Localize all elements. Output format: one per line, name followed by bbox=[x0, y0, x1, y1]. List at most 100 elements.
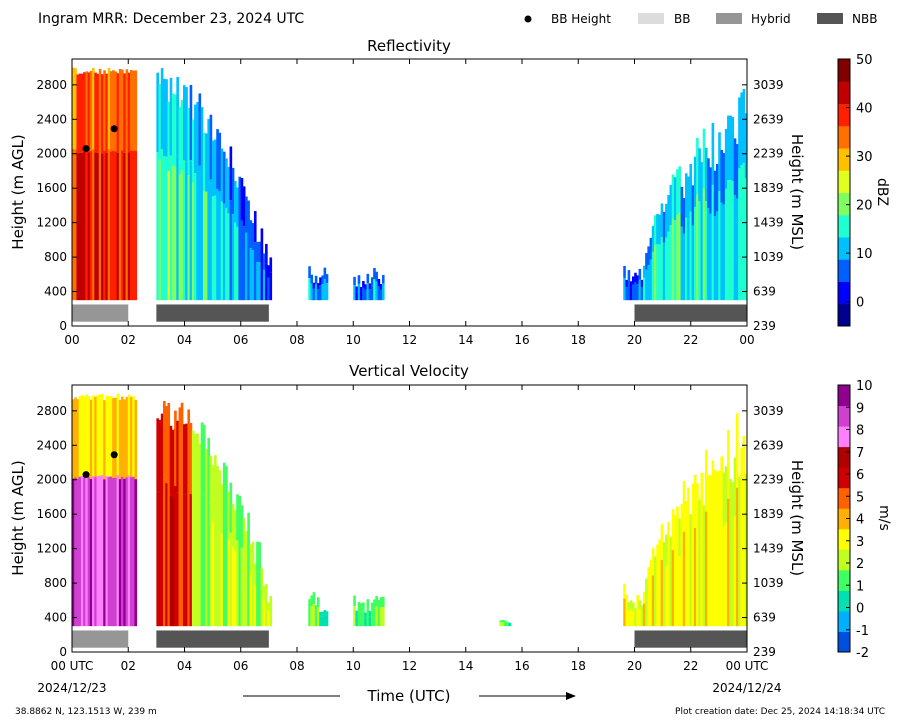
echo-cell bbox=[381, 283, 385, 301]
echo-cell bbox=[357, 602, 361, 611]
echo-cell bbox=[198, 443, 202, 508]
echo-cell bbox=[696, 137, 699, 195]
velocity-echo-period bbox=[353, 595, 385, 627]
echo-cell bbox=[735, 487, 739, 627]
x-tick-label: 00 UTC bbox=[726, 659, 769, 673]
echo-cell bbox=[689, 164, 693, 212]
echo-cell bbox=[312, 592, 316, 605]
echo-cell bbox=[724, 128, 728, 189]
echo-cell bbox=[123, 399, 126, 479]
x-tick-label: 16 bbox=[514, 659, 529, 673]
echo-cell bbox=[258, 262, 261, 301]
reflectivity-colorbar: 0 10 20 30 40 50 bbox=[837, 53, 873, 327]
echo-cell bbox=[696, 483, 699, 534]
echo-cell bbox=[678, 166, 681, 214]
echo-cell bbox=[160, 488, 164, 627]
echo-cell bbox=[373, 268, 376, 280]
echo-cell bbox=[680, 503, 684, 547]
echo-cell bbox=[249, 544, 253, 574]
colorbar-tick-label: 50 bbox=[856, 53, 873, 68]
echo-cell bbox=[731, 181, 735, 301]
bb-height-point bbox=[110, 125, 118, 133]
echo-cell bbox=[323, 615, 327, 627]
echo-cell bbox=[127, 72, 131, 153]
echo-cell bbox=[685, 173, 688, 218]
echo-cell bbox=[258, 542, 261, 572]
colorbar-segment bbox=[838, 170, 850, 193]
echo-cell bbox=[260, 253, 264, 301]
echo-cell bbox=[76, 399, 80, 479]
echo-cell bbox=[671, 218, 675, 301]
echo-cell bbox=[262, 599, 266, 627]
echo-cell bbox=[698, 148, 701, 202]
echo-cell bbox=[87, 476, 91, 627]
echo-cell bbox=[165, 79, 168, 157]
echo-cell bbox=[121, 150, 124, 301]
colorbar-segment bbox=[838, 303, 850, 327]
echo-cell bbox=[156, 72, 159, 153]
echo-cell bbox=[693, 475, 697, 528]
echo-cell bbox=[508, 622, 512, 624]
echo-cell bbox=[103, 479, 106, 627]
precip-type-bar-nbb bbox=[156, 630, 269, 648]
echo-cell bbox=[129, 396, 133, 478]
echo-cell bbox=[693, 206, 697, 301]
echo-cell bbox=[249, 220, 253, 249]
echo-cell bbox=[233, 180, 237, 223]
echo-cell bbox=[200, 493, 204, 627]
echo-cell bbox=[216, 188, 219, 301]
echo-cell bbox=[114, 151, 118, 301]
echo-cell bbox=[240, 220, 244, 301]
echo-cell bbox=[716, 471, 719, 526]
echo-cell bbox=[74, 68, 77, 150]
echo-cell bbox=[366, 599, 370, 609]
echo-cell bbox=[174, 166, 177, 301]
precip-type-bar-hybrid bbox=[72, 304, 129, 322]
reflectivity-ylabel-right: Height (m MSL) bbox=[788, 134, 806, 250]
echo-cell bbox=[220, 148, 224, 202]
echo-cell bbox=[623, 583, 626, 599]
echo-cell bbox=[258, 241, 261, 263]
echo-cell bbox=[355, 616, 359, 627]
echo-cell bbox=[314, 605, 318, 613]
echo-cell bbox=[80, 152, 84, 301]
echo-cell bbox=[370, 277, 374, 286]
echo-cell bbox=[103, 400, 106, 480]
echo-cell bbox=[200, 422, 204, 494]
colorbar-segment bbox=[838, 59, 850, 82]
echo-cell bbox=[310, 274, 314, 284]
echo-cell bbox=[211, 196, 215, 301]
echo-cell bbox=[323, 267, 327, 280]
echo-cell bbox=[265, 584, 268, 599]
echo-cell bbox=[647, 265, 650, 301]
echo-cell bbox=[265, 243, 268, 264]
echo-cell bbox=[72, 399, 75, 479]
echo-cell bbox=[669, 567, 673, 627]
echo-cell bbox=[632, 602, 635, 611]
echo-cell bbox=[709, 475, 712, 529]
colorbar-tick-label: 3 bbox=[856, 535, 864, 550]
echo-cell bbox=[702, 128, 706, 189]
reflectivity-axes: 00 02 04 06 08 10 12 14 16 18 20 22 0004008001200160… bbox=[36, 59, 784, 347]
echo-cell bbox=[189, 494, 193, 627]
echo-cell bbox=[167, 171, 171, 301]
colorbar-tick-label: 2 bbox=[856, 557, 864, 572]
echo-cell bbox=[132, 396, 135, 477]
echo-cell bbox=[189, 84, 193, 161]
bb-height-point bbox=[82, 145, 90, 153]
echo-cell bbox=[187, 175, 191, 301]
echo-cell bbox=[160, 149, 164, 301]
x-tick-label: 10 bbox=[346, 659, 361, 673]
echo-cell bbox=[658, 244, 662, 301]
echo-cell bbox=[96, 395, 100, 476]
echo-cell bbox=[645, 269, 648, 301]
echo-cell bbox=[733, 195, 737, 301]
echo-cell bbox=[118, 479, 122, 627]
echo-cell bbox=[642, 277, 646, 301]
colorbar-segment bbox=[838, 549, 850, 571]
echo-cell bbox=[716, 525, 719, 627]
echo-cell bbox=[634, 614, 637, 627]
echo-cell bbox=[100, 393, 104, 476]
echo-cell bbox=[323, 610, 327, 616]
echo-cell bbox=[182, 85, 186, 161]
